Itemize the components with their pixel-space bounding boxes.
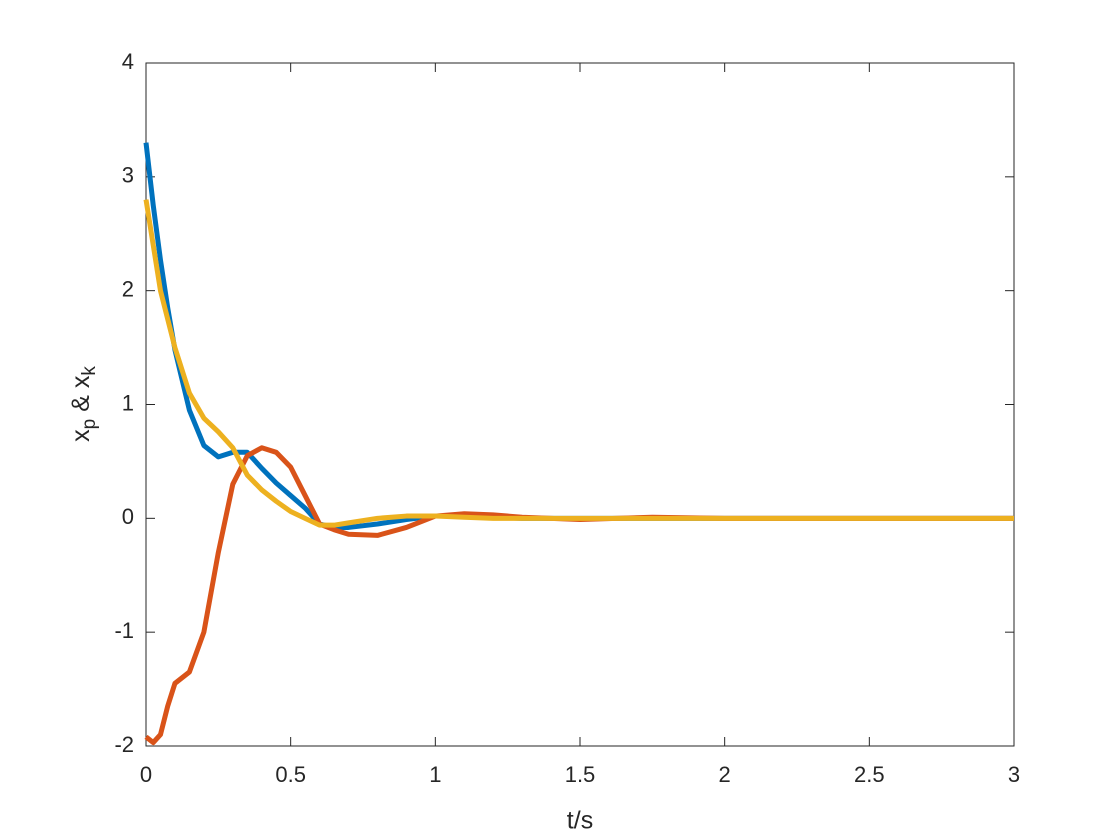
y-tick-label: 0 — [122, 504, 134, 529]
y-tick-label: -2 — [114, 732, 134, 757]
y-label-part: & x — [67, 375, 95, 419]
x-tick-label: 0 — [140, 762, 152, 787]
x-tick-label: 1.5 — [565, 762, 596, 787]
y-label-sub: k — [79, 366, 100, 376]
x-axis-label: t/s — [567, 807, 593, 835]
x-tick-label: 2 — [719, 762, 731, 787]
y-label-sub: p — [79, 419, 100, 430]
y-axis-label: xp & xk — [67, 366, 100, 442]
y-tick-label: -1 — [114, 618, 134, 643]
y-label-part: x — [67, 429, 95, 442]
y-tick-label: 3 — [122, 163, 134, 188]
x-tick-label: 1 — [429, 762, 441, 787]
y-tick-label: 1 — [122, 390, 134, 415]
x-tick-label: 2.5 — [854, 762, 885, 787]
y-tick-label: 2 — [122, 276, 134, 301]
data-line — [143, 199, 1014, 528]
x-tick-label: 3 — [1008, 762, 1020, 787]
x-tick-label: 0.5 — [275, 762, 306, 787]
y-tick-label: 4 — [122, 49, 134, 74]
